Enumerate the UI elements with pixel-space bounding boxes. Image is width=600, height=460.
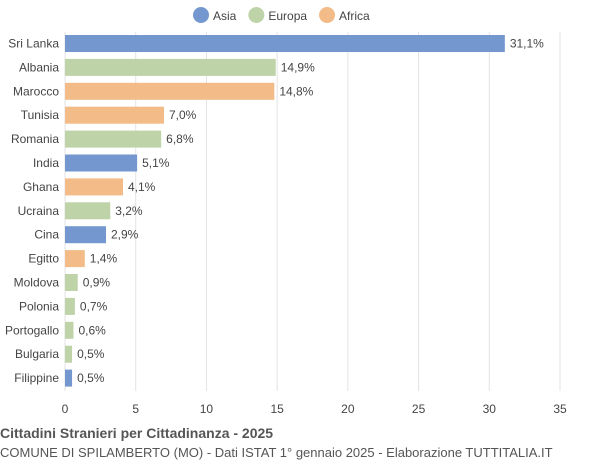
- data-label: 31,1%: [510, 37, 544, 51]
- x-tick-label: 0: [62, 402, 69, 416]
- x-tick-label: 20: [341, 402, 355, 416]
- category-label: Romania: [11, 132, 59, 146]
- data-label: 0,9%: [83, 276, 111, 290]
- category-label: Portogallo: [5, 323, 59, 337]
- data-label: 5,1%: [142, 156, 170, 170]
- x-tick-label: 35: [553, 402, 567, 416]
- data-label: 0,5%: [77, 371, 105, 385]
- category-label: Bulgaria: [15, 347, 59, 361]
- category-label: Tunisia: [21, 108, 60, 122]
- chart-subtitle: COMUNE DI SPILAMBERTO (MO) - Dati ISTAT …: [0, 445, 553, 460]
- bar-tunisia: [65, 106, 164, 124]
- bar-ghana: [65, 178, 123, 196]
- data-label: 1,4%: [90, 252, 118, 266]
- x-tick-label: 30: [483, 402, 497, 416]
- legend-marker-africa: [319, 7, 336, 23]
- category-label: Cina: [34, 228, 59, 242]
- category-label: Polonia: [19, 299, 59, 313]
- x-tick-label: 5: [132, 402, 139, 416]
- data-label: 0,6%: [78, 323, 106, 337]
- category-label: Ghana: [23, 180, 59, 194]
- category-label: Egitto: [28, 252, 59, 266]
- category-label: Ucraina: [18, 204, 60, 218]
- bar-india: [65, 154, 138, 172]
- bar-egitto: [65, 250, 85, 268]
- data-label: 7,0%: [169, 108, 197, 122]
- bar-filippine: [65, 369, 73, 387]
- bar-bulgaria: [65, 345, 73, 363]
- data-label: 2,9%: [111, 228, 139, 242]
- data-label: 6,8%: [166, 132, 194, 146]
- bar-cina: [65, 226, 107, 244]
- data-label: 0,7%: [80, 299, 108, 313]
- bar-sri-lanka: [65, 35, 505, 52]
- bar-marocco: [65, 82, 275, 100]
- legend-label-europa: Europa: [268, 9, 307, 23]
- legend-marker-asia: [193, 7, 209, 23]
- bar-chart: 0 5 10 15 20 25 30 35 Asia Europa Africa Sri Lanka 3…: [5, 7, 567, 416]
- x-tick-label: 10: [200, 402, 214, 416]
- category-label: Marocco: [13, 84, 59, 98]
- data-label: 14,8%: [279, 84, 313, 98]
- data-label: 0,5%: [77, 347, 105, 361]
- bar-romania: [65, 130, 162, 148]
- bar-portogallo: [65, 321, 74, 339]
- x-tick-label: 15: [270, 402, 284, 416]
- bar-moldova: [65, 274, 78, 291]
- x-tick-label: 25: [412, 402, 426, 416]
- bar-albania: [65, 58, 276, 76]
- chart-title: Cittadini Stranieri per Cittadinanza - 2…: [0, 425, 274, 441]
- category-label: Moldova: [14, 276, 60, 290]
- legend-marker-europa: [248, 7, 265, 23]
- data-label: 3,2%: [115, 204, 143, 218]
- category-label: India: [33, 156, 59, 170]
- data-label: 14,9%: [281, 60, 315, 74]
- bar-polonia: [65, 297, 75, 315]
- legend-label-africa: Africa: [339, 9, 370, 23]
- category-label: Albania: [19, 60, 59, 74]
- legend-label-asia: Asia: [213, 9, 237, 23]
- category-label: Sri Lanka: [8, 37, 59, 51]
- category-label: Filippine: [14, 371, 59, 385]
- bar-ucraina: [65, 202, 111, 220]
- data-label: 4,1%: [128, 180, 156, 194]
